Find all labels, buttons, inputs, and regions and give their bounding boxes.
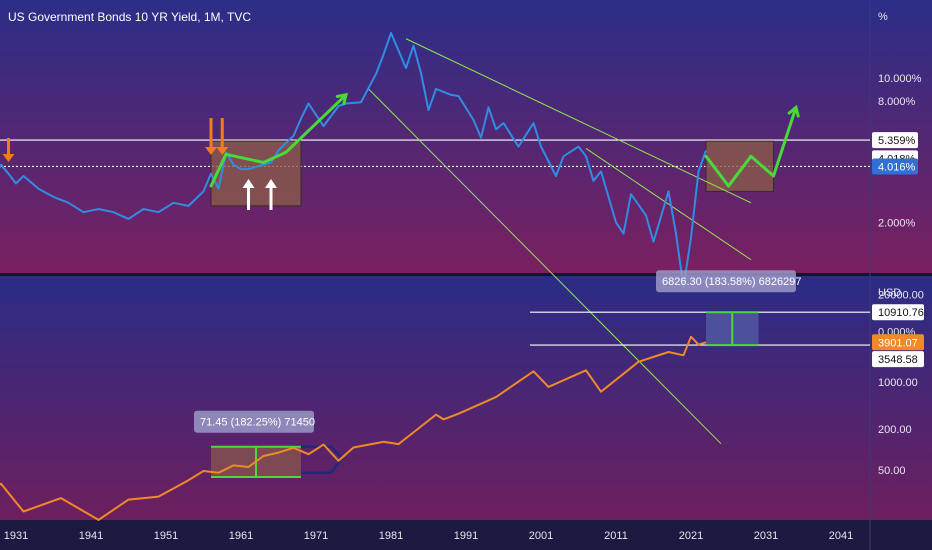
orange-down-arrow-head[interactable] [205,147,217,155]
time-axis-tick: 1971 [304,530,328,542]
price-label: 3548.58 [878,354,918,366]
top-pane-bg [0,0,932,273]
channel-trend-line-1[interactable] [405,38,752,204]
green-trend-arrow[interactable] [209,93,348,188]
equity-axis-tick: 50.00 [878,465,906,477]
equity-pane: 71.45 (182.25%) 71450 6826.30 (183.58%) 6… [0,270,924,521]
yield-axis-tick: 8.000% [878,96,916,108]
yield-axis-tick: 10.000% [878,73,922,85]
price-label-box [872,132,918,149]
time-axis-tick: 2041 [829,530,853,542]
green-trend-arrow-head[interactable] [335,92,349,105]
orange-down-arrow-head[interactable] [2,154,15,162]
channel-trend-line-2[interactable] [368,88,722,445]
time-axis-tick: 2011 [604,530,628,542]
yield-series-line[interactable] [0,32,707,289]
time-axis-bg [0,520,932,550]
price-label-box [872,351,924,368]
time-axis[interactable]: 1931 1941 1951 1961 1971 1981 1991 2001 2011 2021… [4,530,853,542]
price-label: 5.359% [878,135,916,147]
price-label: 10910.76 [878,307,924,319]
time-axis-tick: 1951 [154,530,178,542]
measure-label: 71.45 (182.25%) 71450 [200,417,315,429]
time-axis-tick: 1991 [454,530,478,542]
measure-label-box [656,270,796,293]
projection-arrow-head[interactable] [787,104,800,118]
white-up-arrow-head[interactable] [265,179,277,188]
yield-pane: 10.000%8.000%2.000%0.000%5.359%4.018%4.0… [0,32,922,445]
white-up-arrow-head[interactable] [242,179,255,188]
yield-axis-tick: 2.000% [878,217,916,229]
orange-down-arrow-head[interactable] [216,147,229,155]
measure-label: 6826.30 (183.58%) 6826297 [662,276,801,288]
measure-label-box [194,410,314,433]
projection-arrow[interactable] [704,105,798,188]
time-axis-tick: 2021 [679,530,703,542]
pane-divider[interactable] [0,273,932,276]
equity-series-line[interactable] [0,335,707,521]
equity-unit-label: USD [878,287,901,299]
time-axis-tick: 1941 [79,530,103,542]
time-axis-tick: 2001 [529,530,553,542]
equity-axis-tick: 20000.00 [878,289,924,301]
time-axis-tick: 1981 [379,530,403,542]
time-axis-tick: 2031 [754,530,778,542]
time-axis-tick: 1931 [4,530,28,542]
price-label-box [872,334,924,351]
bottom-pane-bg [0,276,932,520]
chart-title: US Government Bonds 10 YR Yield, 1M, TVC [8,10,251,24]
equity-axis-tick: 1000.00 [878,377,918,389]
yield-unit-label: % [878,11,888,23]
equity-axis-tick: 200.00 [878,424,912,436]
channel-trend-line-3[interactable] [585,148,752,261]
price-label-box [872,158,918,175]
time-axis-tick: 1961 [229,530,253,542]
price-label: 3901.07 [878,337,918,349]
price-label: 4.016% [878,161,916,173]
price-label-box [872,304,924,321]
